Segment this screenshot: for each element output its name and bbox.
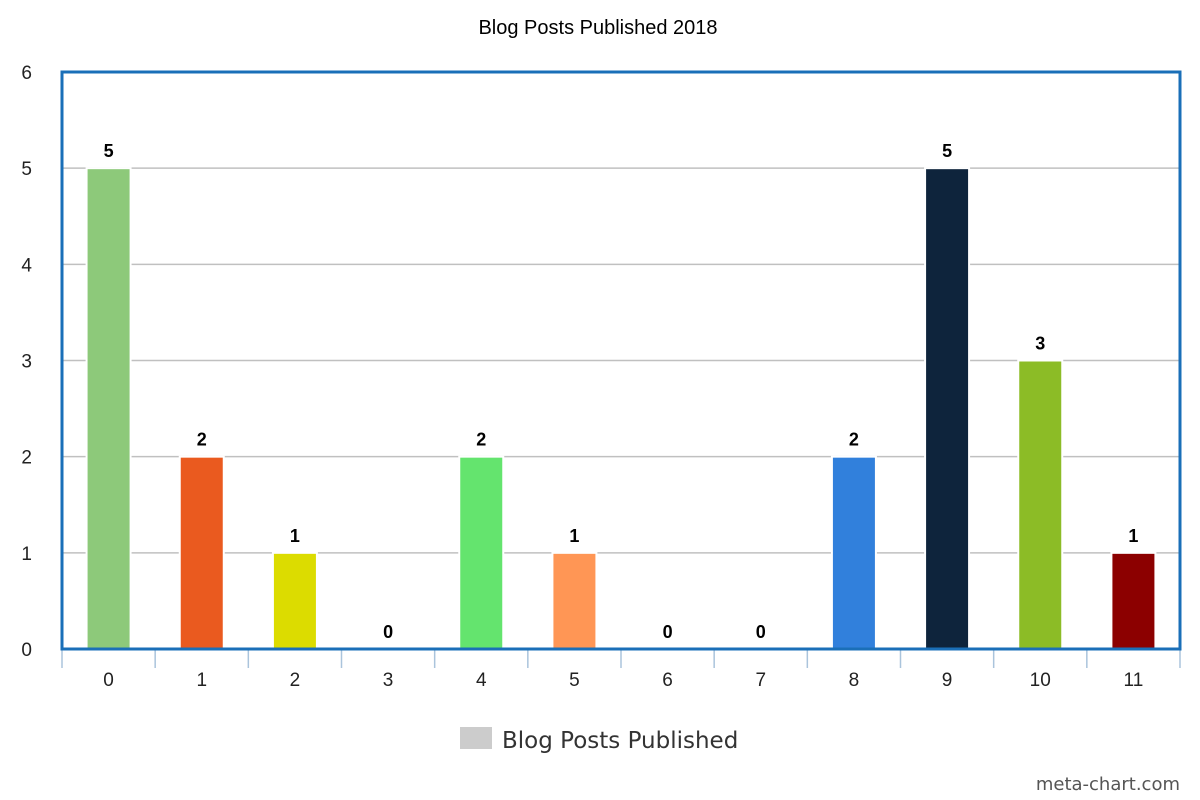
bar[interactable] xyxy=(271,551,318,650)
x-tick-label: 11 xyxy=(1124,670,1144,691)
x-tick-label: 2 xyxy=(290,670,301,691)
legend[interactable]: Blog Posts Published xyxy=(460,727,738,754)
y-tick-label: 4 xyxy=(21,255,32,276)
data-label: 2 xyxy=(197,430,207,450)
bar[interactable] xyxy=(551,551,598,650)
x-tick-label: 8 xyxy=(849,670,860,691)
data-label: 1 xyxy=(290,526,300,546)
bars xyxy=(85,167,1157,651)
data-label: 2 xyxy=(476,430,486,450)
x-axis: 0 1 2 3 4 5 6 7 8 9 10 11 xyxy=(61,649,1181,691)
x-tick-label: 0 xyxy=(103,670,114,691)
y-tick-label: 6 xyxy=(21,63,32,84)
x-tick-label: 5 xyxy=(569,670,580,691)
x-tick-label: 6 xyxy=(662,670,673,691)
bar[interactable] xyxy=(924,167,971,651)
y-tick-label: 3 xyxy=(21,352,32,373)
bar[interactable] xyxy=(85,167,132,651)
data-label: 5 xyxy=(104,141,114,161)
data-label: 0 xyxy=(383,622,393,642)
data-label: 0 xyxy=(756,622,766,642)
x-tick-label: 9 xyxy=(942,670,953,691)
bar[interactable] xyxy=(830,455,877,650)
bar[interactable] xyxy=(178,455,225,650)
data-labels: 5 2 1 0 2 1 0 0 2 5 3 1 xyxy=(104,141,1139,642)
y-tick-label: 1 xyxy=(21,544,32,565)
x-tick-label: 7 xyxy=(755,670,766,691)
x-tick-label: 3 xyxy=(383,670,394,691)
data-label: 1 xyxy=(1128,526,1138,546)
legend-swatch xyxy=(460,727,492,749)
chart-title: Blog Posts Published 2018 xyxy=(478,17,717,39)
data-label: 3 xyxy=(1035,334,1045,354)
y-tick-label: 0 xyxy=(21,640,32,661)
y-tick-label: 5 xyxy=(21,159,32,180)
watermark[interactable]: meta-chart.com xyxy=(1036,774,1180,795)
x-tick-label: 4 xyxy=(476,670,487,691)
data-label: 2 xyxy=(849,430,859,450)
bar[interactable] xyxy=(1017,359,1064,650)
y-axis-tick-labels: 0 1 2 3 4 5 6 xyxy=(21,63,32,661)
grid-lines xyxy=(62,167,1180,554)
bar[interactable] xyxy=(1110,551,1157,650)
data-label: 5 xyxy=(942,141,952,161)
x-tick-label: 10 xyxy=(1030,670,1051,691)
bar[interactable] xyxy=(458,455,505,650)
data-label: 0 xyxy=(663,622,673,642)
plot-frame xyxy=(60,70,1182,651)
legend-label: Blog Posts Published xyxy=(502,728,738,754)
y-tick-label: 2 xyxy=(21,448,32,469)
data-label: 1 xyxy=(569,526,579,546)
x-tick-label: 1 xyxy=(196,670,207,691)
